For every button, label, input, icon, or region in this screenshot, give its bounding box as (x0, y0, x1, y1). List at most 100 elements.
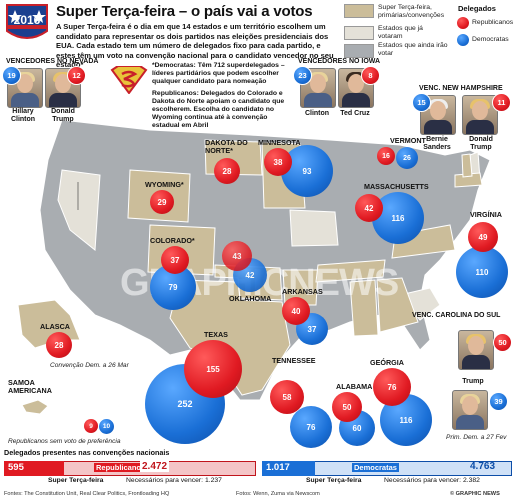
nh-rep-photo (462, 95, 498, 135)
iowa-rep-count: 8 (361, 66, 380, 85)
iowa-dem-name: Clinton (304, 110, 330, 117)
nevada-rep-name: Donald Trump (51, 108, 75, 123)
bubble-samoa-dem: 10 (99, 419, 114, 434)
map-iowa (289, 209, 339, 247)
iowa-title: VENCEDORES NO IOWA (298, 58, 381, 65)
dem-needed-label: Necessários para vencer: 2.382 (384, 477, 480, 484)
state-label-alaska: ALASCA (40, 322, 70, 331)
state-label-tennessee: TENNESSEE (272, 356, 316, 365)
bubble-samoa-rep: 9 (84, 419, 98, 433)
bubble-colorado-rep: 37 (161, 246, 189, 274)
nevada-title: VENCEDORES NO NEVADA (6, 58, 99, 65)
intro-text: A Super Terça-feira é o dia em que 14 es… (56, 22, 334, 70)
bubble-wyoming-rep: 29 (150, 190, 174, 214)
state-label-samoa: SAMOA AMERICANA (8, 378, 52, 395)
state-label-minnesota: MINNESOTA (258, 138, 301, 147)
nh-dem-name: Bernie Sanders (423, 136, 451, 151)
bubble-alaska-rep: 28 (46, 332, 72, 358)
map-nevada (57, 169, 101, 251)
legend-democrat-label: Democratas (472, 36, 509, 43)
bubble-minnesota-rep: 38 (264, 148, 292, 176)
bubble-alabama-rep: 50 (332, 392, 362, 422)
dem-needed-total: 4.763 (470, 461, 496, 472)
legend-swatch-super-tuesday (344, 4, 374, 18)
credits-pictures: Fotos: Wenn, Zuma via Newscom (236, 491, 320, 497)
sc-title: VENC. CAROLINA DO SUL (412, 312, 501, 319)
iowa-dem-count: 23 (293, 66, 312, 85)
map-alabama (349, 279, 379, 337)
rep-super-label: Super Terça-feira (48, 477, 104, 484)
bubble-arkansas-rep: 40 (282, 297, 310, 325)
legend-label-to-vote: Estados que ainda irão votar (378, 42, 448, 57)
map-vermont (461, 153, 473, 178)
bubble-tennessee-dem: 76 (290, 406, 332, 448)
state-label-massachusetts: MASSACHUSETTS (364, 182, 429, 191)
credits-brand: © GRAPHIC NEWS (450, 491, 500, 497)
state-label-colorado: COLORADO* (150, 236, 195, 245)
superman-shield-icon (110, 65, 148, 99)
credits-sources: Fontes: The Constitution Unit, Real Clea… (4, 491, 170, 497)
republicans-note: Republicanos: Delegados do Colorado e Da… (152, 90, 285, 129)
legend-swatch-voted (344, 26, 374, 40)
legend-republican-dot (457, 17, 469, 29)
nh-dem-count: 15 (412, 93, 431, 112)
samoa-note: Republicanos sem voto de preferência (8, 438, 121, 445)
state-label-texas: TEXAS (204, 330, 228, 339)
bubble-oklahoma-rep: 43 (222, 241, 252, 271)
sc-rep-name: Trump (462, 378, 484, 385)
iowa-rep-name: Ted Cruz (340, 110, 370, 117)
rep-needed-label: Necessários para vencer: 1.237 (126, 477, 222, 484)
sc-dem-photo (452, 390, 488, 430)
nh-rep-name: Donald Trump (469, 136, 493, 151)
year-badge-text: 2016 (13, 13, 41, 27)
alaska-note: Convenção Dem. a 26 Mar (50, 362, 129, 369)
legend-delegates-title: Delegados (458, 4, 496, 13)
dem-bar-fill (262, 461, 315, 476)
state-label-vermont: VERMONT (390, 136, 426, 145)
bubble-massachusetts-rep: 42 (355, 194, 383, 222)
bubble-virginia-rep: 49 (468, 222, 498, 252)
dem-label: Democratas (352, 463, 399, 472)
bubble-north-dakota-rep: 28 (214, 158, 240, 184)
state-label-arkansas: ARKANSAS (282, 287, 323, 296)
nevada-dem-count: 19 (2, 66, 21, 85)
state-label-georgia: GEÓRGIA (370, 358, 404, 367)
nevada-rep-count: 12 (67, 66, 86, 85)
legend-republican-label: Republicanos (472, 19, 514, 26)
nevada-dem-name: Hillary Clinton (10, 108, 36, 123)
bubble-texas-rep: 155 (184, 340, 242, 398)
dem-total: 1.017 (266, 462, 290, 473)
state-label-alabama: ALABAMA (336, 382, 373, 391)
rep-needed-total: 2.472 (140, 461, 170, 472)
map-texas (169, 279, 291, 396)
sc-rep-count: 50 (493, 333, 512, 352)
rep-label: Republicanos (94, 463, 148, 472)
page-title: Super Terça-feira – o país vai a votos (56, 3, 313, 20)
state-label-oklahoma: OKLAHOMA (229, 294, 272, 303)
legend-label-voted: Estados que já votaram (378, 25, 423, 40)
state-label-virginia: VIRGÍNIA (470, 210, 502, 219)
summary-bar-row: 595 Republicanos 2.472 Super Terça-feira… (0, 458, 515, 488)
bubble-tennessee-rep: 58 (270, 380, 304, 414)
nh-title: VENC. NEW HAMPSHIRE (419, 85, 503, 92)
legend-swatch-to-vote (344, 44, 374, 58)
year-badge: 2016 (3, 3, 51, 45)
state-label-wyoming: WYOMING* (145, 180, 184, 189)
dem-super-label: Super Terça-feira (306, 477, 362, 484)
bubble-virginia-dem: 110 (456, 246, 508, 298)
state-label-north-dakota: DAKOTA DO NORTE* (205, 138, 248, 155)
nh-rep-count: 11 (492, 93, 511, 112)
legend: Super Terça-feira, primárias/convenções … (344, 4, 514, 64)
map-samoa (21, 399, 49, 415)
sc-note: Prim. Dem. a 27 Fev (446, 434, 507, 441)
summary-title: Delegados presentes nas convenções nacio… (4, 448, 170, 457)
iowa-rep-photo (338, 68, 374, 108)
us-map (17, 119, 491, 415)
sc-rep-photo (458, 330, 494, 370)
bubble-vermont-rep: 16 (377, 147, 395, 165)
rep-total: 595 (8, 462, 24, 473)
bubble-vermont-dem: 26 (396, 147, 418, 169)
map-arkansas (282, 269, 319, 306)
rep-bar-fill (4, 461, 64, 476)
legend-label-super-tuesday: Super Terça-feira, primárias/convenções (378, 4, 445, 19)
